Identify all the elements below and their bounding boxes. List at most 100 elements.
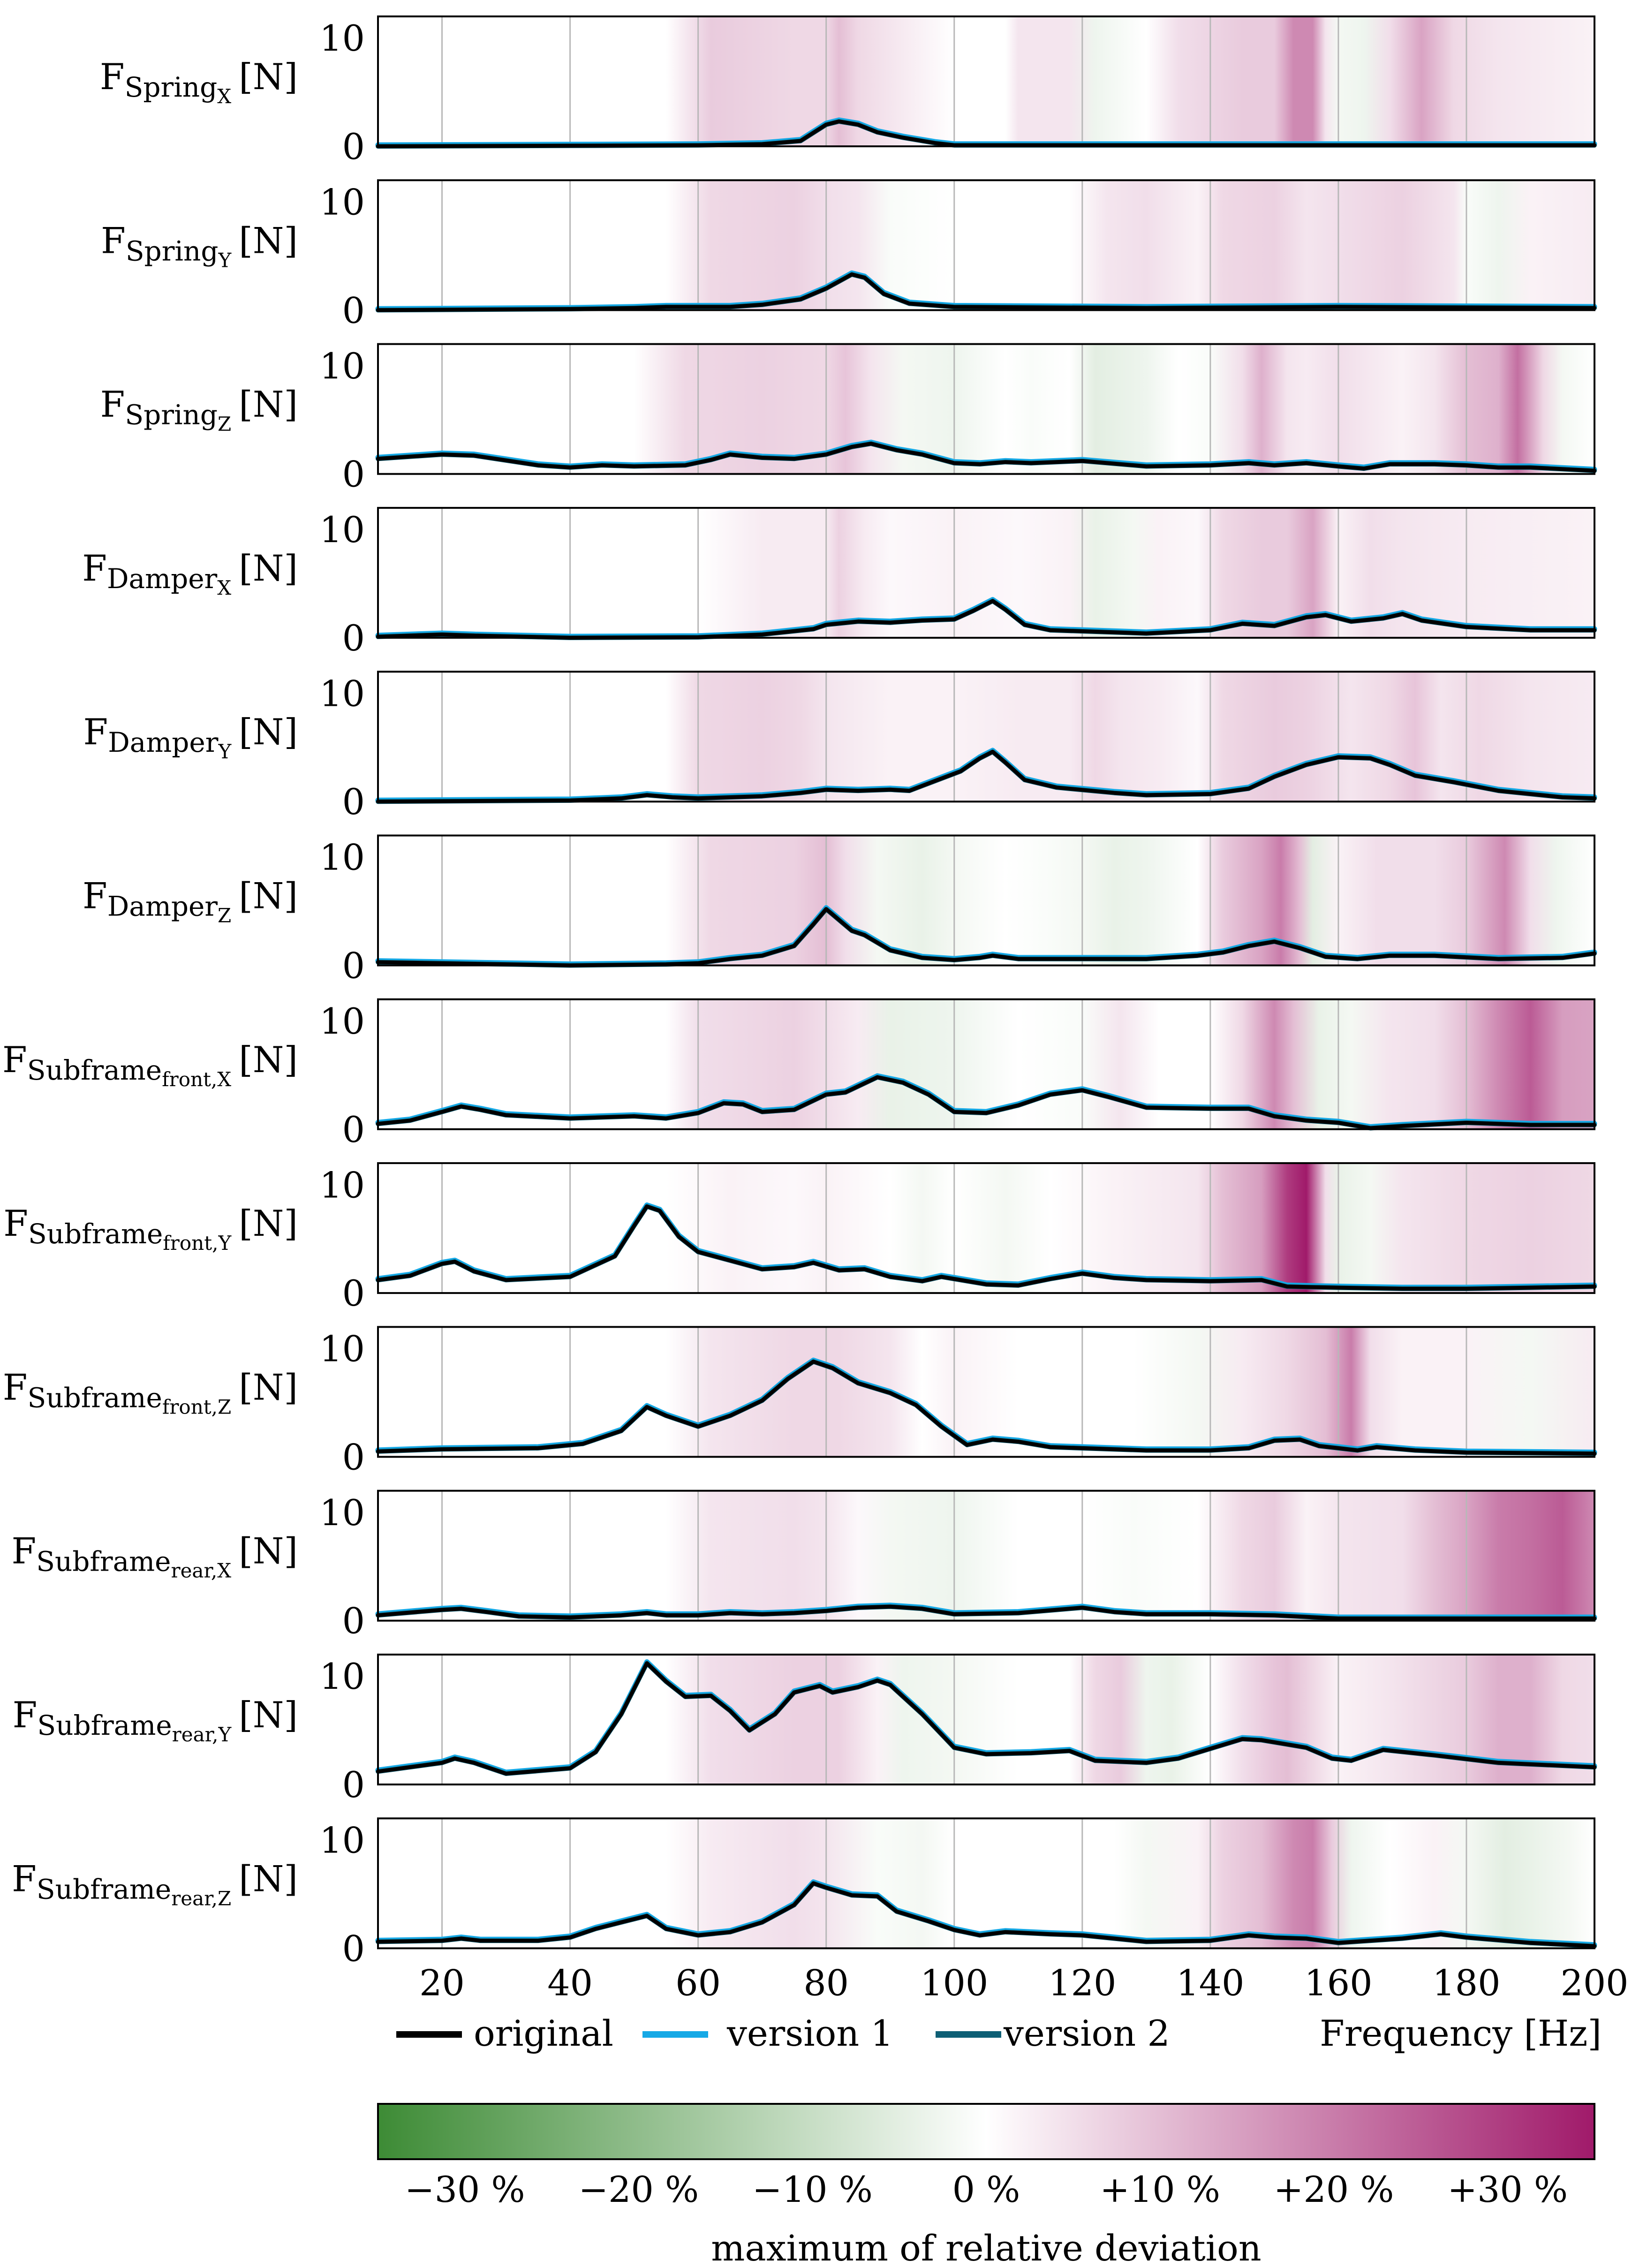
panel-frame: [377, 179, 1595, 311]
panel: 0 10 FSpringZ [N]: [100, 343, 1597, 495]
y-label-base: F: [3, 1366, 28, 1408]
series-original: [376, 1661, 1596, 1776]
y-tick-label: 10: [319, 1000, 365, 1042]
series-original: [376, 119, 1596, 148]
y-label-sub: Spring: [125, 71, 218, 103]
y-label-base: F: [83, 875, 107, 917]
x-tick-label: 180: [1432, 1962, 1500, 2003]
x-tick-label: 60: [675, 1962, 721, 2003]
y-label-unit: [N]: [239, 711, 298, 753]
y-axis-label: FSpringY [N]: [101, 219, 298, 272]
colorbar: −30 % −20 % −10 % 0 % +10 % +20 % +30 % maximu…: [377, 2103, 1595, 2268]
y-tick-label: 10: [319, 1328, 365, 1370]
y-tick-label: 0: [342, 1436, 365, 1478]
y-tick-label: 10: [319, 1492, 365, 1534]
panel: 0 10 FSubframerear,Z [N]: [12, 1817, 1597, 1969]
x-tick-label: 160: [1304, 1962, 1372, 2003]
y-label-sub: Spring: [125, 399, 218, 431]
panel-frame: [377, 998, 1595, 1130]
y-label-unit: [N]: [239, 1366, 298, 1408]
legend-label-version-1: version 1: [726, 2012, 893, 2054]
y-axis-label: FSubframefront,Z [N]: [3, 1366, 298, 1418]
y-label-subsub: front,X: [162, 1068, 231, 1091]
legend-label-original: original: [474, 2012, 613, 2054]
y-label-sub: Damper: [107, 563, 218, 595]
y-tick-label: 0: [342, 1272, 365, 1314]
y-label-unit: [N]: [239, 547, 298, 589]
series-original: [376, 907, 1596, 968]
y-label-sub: Damper: [108, 726, 219, 758]
y-label-base: F: [3, 1202, 28, 1244]
y-tick-label: 10: [319, 181, 365, 223]
panel: 0 10 FDamperY [N]: [83, 671, 1597, 823]
panel-frame: [377, 15, 1595, 147]
y-label-unit: [N]: [239, 1694, 298, 1736]
y-label-unit: [N]: [239, 1039, 298, 1081]
y-tick-label: 0: [342, 289, 365, 331]
x-axis-label: Frequency [Hz]: [1320, 2012, 1602, 2054]
y-tick-label: 10: [319, 1164, 365, 1206]
panel: 0 10 FDamperZ [N]: [83, 834, 1597, 987]
y-label-base: F: [13, 1694, 38, 1736]
colorbar-tick-label: +20 %: [1274, 2169, 1394, 2210]
deviation-background: [378, 1327, 1594, 1457]
legend-label-version-2: version 2: [1003, 2012, 1170, 2054]
y-tick-label: 0: [342, 781, 365, 823]
panel: 0 10 FSubframefront,Y [N]: [3, 1162, 1597, 1314]
y-label-subsub: Z: [218, 413, 231, 436]
series-original: [376, 599, 1596, 640]
y-label-sub: Subframe: [37, 1873, 171, 1905]
y-label-sub: Spring: [126, 235, 219, 267]
x-axis-tick-labels: 20 40 60 80 100 120 140 160 180 200: [419, 1962, 1628, 2003]
y-label-unit: [N]: [239, 219, 298, 261]
series-original: [376, 1360, 1596, 1456]
y-label-base: F: [100, 56, 125, 98]
panel-frame: [377, 834, 1595, 967]
legend: original version 1 version 2 Frequency […: [396, 2012, 1602, 2054]
panel-frame: [377, 343, 1595, 475]
deviation-background: [378, 1655, 1594, 1784]
y-label-unit: [N]: [239, 1530, 298, 1572]
y-label-base: F: [82, 547, 107, 589]
x-tick-label: 200: [1560, 1962, 1628, 2003]
y-label-base: F: [12, 1858, 37, 1899]
deviation-background: [378, 672, 1594, 802]
x-tick-label: 20: [419, 1962, 465, 2003]
colorbar-tick-label: −30 %: [405, 2169, 525, 2210]
x-tick-label: 80: [803, 1962, 849, 2003]
y-label-base: F: [2, 1039, 27, 1081]
y-tick-label: 10: [319, 1656, 365, 1697]
deviation-background: [378, 180, 1594, 310]
y-axis-label: FSpringZ [N]: [100, 384, 298, 436]
y-label-subsub: X: [217, 576, 231, 599]
y-axis-label: FDamperX [N]: [82, 547, 298, 599]
deviation-background: [378, 999, 1594, 1129]
colorbar-tick-label: +10 %: [1100, 2169, 1220, 2210]
y-label-base: F: [100, 384, 125, 425]
y-label-sub: Subframe: [28, 1218, 163, 1250]
series-original: [376, 1204, 1596, 1291]
series-original: [376, 1075, 1596, 1130]
panel-frame: [377, 671, 1595, 803]
colorbar-tick-label: −10 %: [752, 2169, 873, 2210]
y-tick-label: 0: [342, 945, 365, 987]
x-tick-label: 140: [1176, 1962, 1244, 2003]
y-tick-label: 10: [319, 1819, 365, 1861]
y-tick-label: 10: [319, 673, 365, 714]
y-label-base: F: [11, 1530, 36, 1572]
y-label-sub: Damper: [107, 891, 218, 922]
series-original: [376, 1881, 1596, 1948]
y-label-base: F: [83, 711, 108, 753]
y-axis-label: FSubframefront,Y [N]: [3, 1202, 298, 1255]
panel-frame: [377, 1326, 1595, 1458]
y-label-subsub: X: [217, 85, 231, 108]
panel: 0 10 FSubframefront,X [N]: [2, 998, 1597, 1150]
y-label-unit: [N]: [239, 875, 298, 917]
y-label-subsub: Y: [218, 740, 232, 763]
y-axis-label: FSubframefront,X [N]: [2, 1039, 298, 1091]
colorbar-tick-label: +30 %: [1447, 2169, 1568, 2210]
panel: 0 10 FSubframefront,Z [N]: [3, 1326, 1597, 1478]
panel-frame: [377, 1489, 1595, 1622]
y-label-sub: Subframe: [36, 1546, 171, 1578]
